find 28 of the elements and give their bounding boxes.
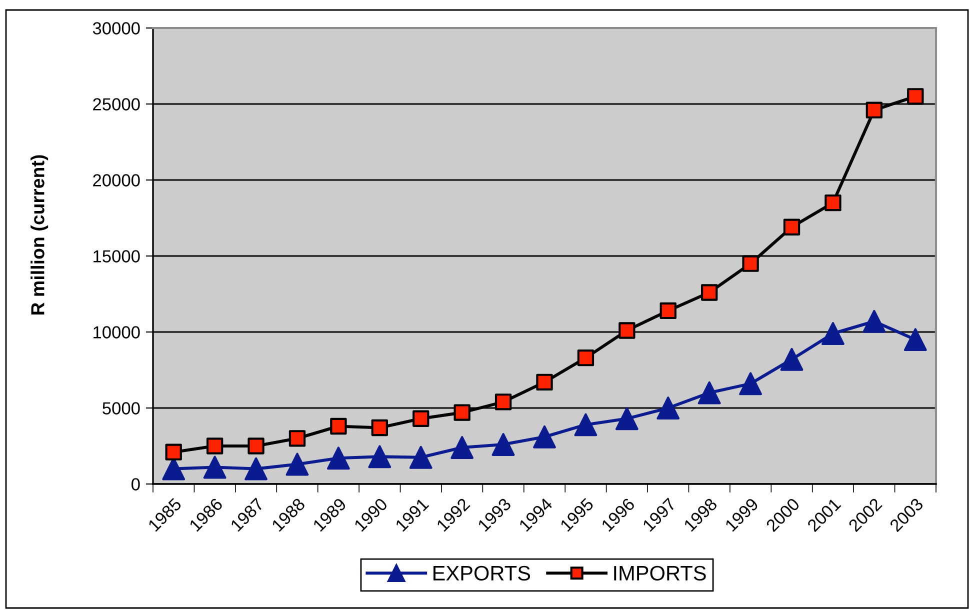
y-tick-label: 30000 (92, 22, 140, 34)
point (368, 445, 392, 468)
legend-label: EXPORTS (434, 566, 530, 581)
point (409, 446, 432, 469)
point (450, 436, 474, 459)
y-tick-label: 15000 (94, 250, 140, 262)
point (780, 348, 804, 371)
point (533, 425, 556, 448)
y-tick-label: 10000 (94, 326, 140, 338)
point (244, 457, 268, 480)
y-tick-label: 25000 (93, 98, 140, 110)
point (326, 446, 350, 470)
point (286, 452, 309, 476)
point (492, 433, 515, 456)
point (615, 407, 638, 430)
y-tick-label: 5000 (102, 402, 140, 414)
point (822, 322, 844, 345)
point (862, 310, 886, 333)
y-tick-label: 0 (132, 478, 140, 490)
y-tick-label: 20000 (93, 174, 140, 186)
point (574, 413, 598, 436)
point (203, 456, 226, 479)
point (656, 396, 680, 420)
point (698, 381, 721, 404)
y-axis-title: R million (current) (30, 155, 48, 314)
point (739, 372, 762, 396)
point (904, 328, 927, 352)
legend-label: IMPORTS (614, 566, 706, 581)
